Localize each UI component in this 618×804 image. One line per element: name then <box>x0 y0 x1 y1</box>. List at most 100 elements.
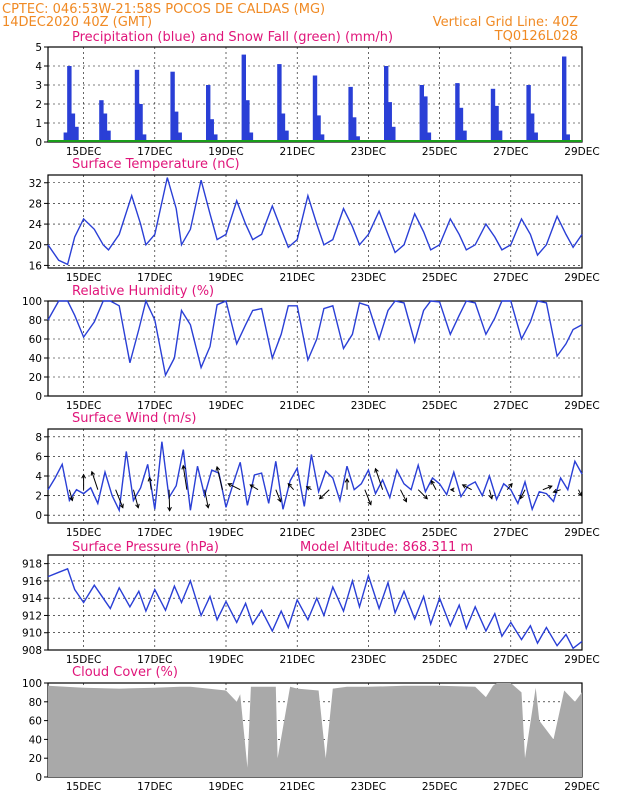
precip-bar <box>312 75 318 142</box>
wind-arrow <box>249 484 259 491</box>
wind-arrow-head <box>135 503 140 509</box>
y-tick-label: 60 <box>29 716 42 728</box>
x-tick-label: 17DEC <box>137 654 172 666</box>
x-tick-label: 17DEC <box>137 400 172 412</box>
y-tick-label: 912 <box>22 610 42 622</box>
wind-arrow-head <box>423 494 428 500</box>
wind-arrow-head <box>367 500 372 506</box>
wind-arrow <box>577 489 582 496</box>
y-tick-label: 100 <box>22 678 42 690</box>
precip-bar <box>173 111 179 142</box>
x-tick-label: 15DEC <box>66 654 101 666</box>
x-tick-label: 27DEC <box>493 272 528 284</box>
x-tick-label: 25DEC <box>422 654 457 666</box>
x-tick-label: 29DEC <box>564 781 599 793</box>
precip-bar <box>177 132 182 142</box>
wind-arrow-head <box>547 485 553 490</box>
x-tick-label: 25DEC <box>422 272 457 284</box>
x-tick-label: 15DEC <box>66 781 101 793</box>
wind-arrow <box>417 489 428 500</box>
y-tick-label: 914 <box>22 593 42 605</box>
panel-4: 908 910 912 914 916 918 15DEC 17DEC 19DEC 21DEC 23… <box>22 540 600 666</box>
panel-title: Surface Temperature (nC) <box>72 157 240 172</box>
precip-bar <box>67 66 72 142</box>
x-tick-label: 25DEC <box>422 400 457 412</box>
precip-bar <box>209 119 214 142</box>
wind-arrow <box>287 483 295 491</box>
y-tick-label: 20 <box>29 753 42 765</box>
y-tick-label: 3 <box>35 80 42 92</box>
y-tick-label: 28 <box>29 198 42 210</box>
wind-arrow-head <box>287 482 293 488</box>
precip-bar <box>319 134 325 142</box>
wind-arrow <box>168 489 171 511</box>
header: CPTEC: 046:53W-21:58S POCOS DE CALDAS (M… <box>2 2 578 44</box>
y-tick-label: 916 <box>22 576 42 588</box>
panel-title: Surface Wind (m/s) <box>72 411 196 426</box>
y-tick-label: 20 <box>29 240 42 252</box>
wind-arrow <box>68 489 73 501</box>
precip-bar <box>280 113 286 142</box>
wind-arrow <box>216 466 223 490</box>
series-line <box>47 298 583 378</box>
x-tick-label: 25DEC <box>422 527 457 539</box>
precip-bar <box>490 88 496 142</box>
precip-bar <box>138 104 143 142</box>
y-tick-label: 1 <box>35 118 42 130</box>
precip-bar <box>277 64 282 142</box>
wind-arrow <box>364 489 372 505</box>
y-tick-label: 0 <box>35 391 42 403</box>
precip-bar <box>423 96 428 142</box>
x-tick-label: 17DEC <box>137 527 172 539</box>
x-tick-label: 15DEC <box>66 146 101 158</box>
x-tick-label: 23DEC <box>351 272 386 284</box>
wind-arrow <box>374 468 384 490</box>
wind-arrow <box>506 483 513 491</box>
y-tick-label: 918 <box>22 559 42 571</box>
precip-bar <box>462 130 467 142</box>
wind-arrow <box>148 477 152 490</box>
precip-bar <box>63 132 68 142</box>
x-tick-label: 29DEC <box>564 146 599 158</box>
plot-frame <box>47 174 583 269</box>
x-tick-label: 15DEC <box>66 272 101 284</box>
wind-arrow-head <box>205 503 210 509</box>
precip-bar <box>391 126 396 142</box>
wind-arrow <box>399 489 407 502</box>
panel-5: 0 20 40 60 80 100 15DEC 17DEC 19DEC 21DEC 23DEC 25D… <box>22 665 600 793</box>
precip-bar <box>284 130 289 142</box>
wind-arrow-head <box>552 488 558 494</box>
wind-arrow <box>519 489 526 499</box>
precip-bar <box>419 85 424 142</box>
x-tick-label: 19DEC <box>208 654 243 666</box>
wind-arrow-head <box>577 491 583 497</box>
wind-arrow-head <box>119 503 124 509</box>
precip-bar <box>170 71 175 142</box>
x-tick-label: 27DEC <box>493 781 528 793</box>
precip-bar <box>426 132 432 142</box>
y-tick-label: 60 <box>29 334 42 346</box>
precip-bar <box>533 132 538 142</box>
y-tick-label: 80 <box>29 697 42 709</box>
x-tick-label: 29DEC <box>564 654 599 666</box>
precip-bar <box>241 54 246 142</box>
y-tick-label: 100 <box>22 296 42 308</box>
wind-arrow-head <box>318 494 324 500</box>
panel-2: 0 20 40 60 80 100 15DEC 17DEC 19DEC 21DEC 23DEC 25D… <box>22 284 600 412</box>
x-tick-label: 27DEC <box>493 146 528 158</box>
series-line <box>47 441 583 513</box>
x-tick-label: 19DEC <box>208 527 243 539</box>
precip-bar <box>458 107 464 142</box>
wind-arrow-head <box>167 506 172 512</box>
x-tick-label: 19DEC <box>208 781 243 793</box>
precip-bar <box>455 83 460 142</box>
x-tick-label: 21DEC <box>279 400 314 412</box>
panel-annotation: Model Altitude: 868.311 m <box>300 540 473 555</box>
wind-arrow-head <box>344 477 350 483</box>
precip-bar <box>494 105 499 142</box>
header-model: TQ0126L028 <box>494 29 578 44</box>
wind-arrow-head <box>227 483 233 488</box>
precip-bar <box>529 113 535 142</box>
